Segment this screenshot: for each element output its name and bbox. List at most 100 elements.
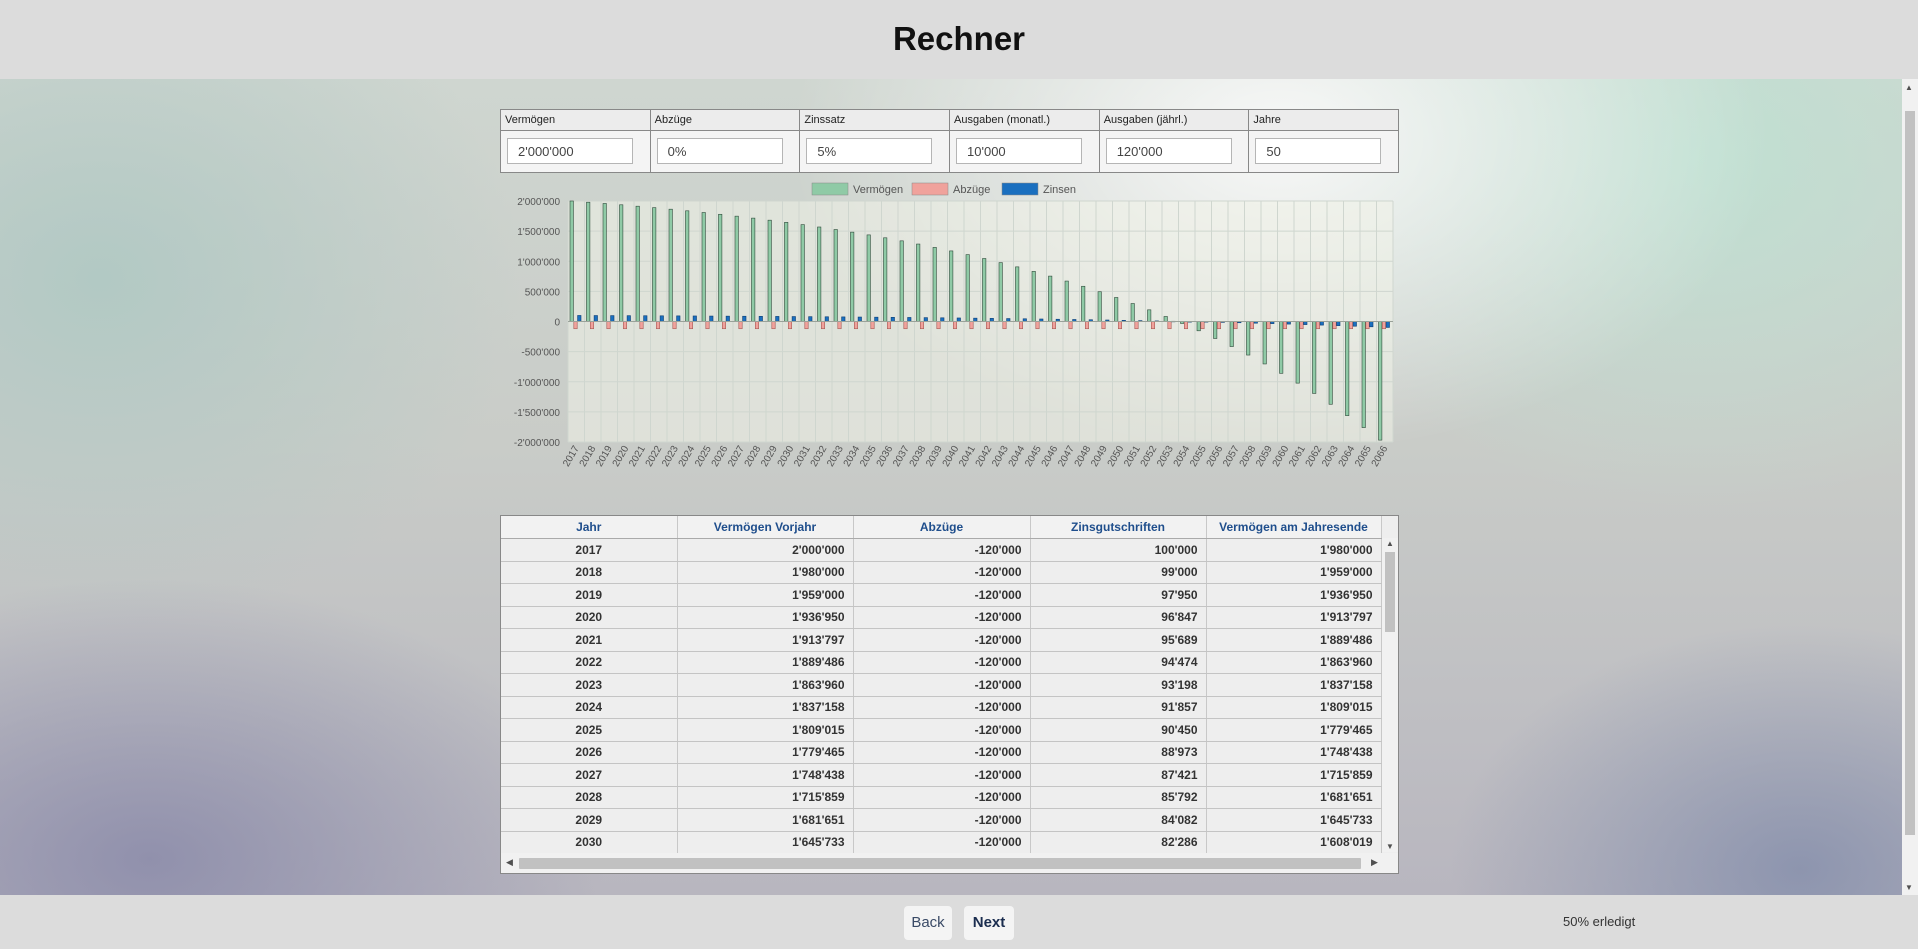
y-tick-label: 2'000'000	[517, 197, 560, 208]
bar-vermoegen	[899, 240, 904, 322]
bar-abzuege	[804, 321, 809, 330]
table-hscrollbar-thumb[interactable]	[519, 858, 1361, 869]
table-row[interactable]: 2025 1'809'015 -120'000 90'450 1'779'465	[501, 718, 1382, 742]
field-ausgaben-jaehrl: Ausgaben (jährl.)	[1099, 110, 1250, 172]
table-row[interactable]: 2028 1'715'859 -120'000 85'792 1'681'651	[501, 786, 1382, 809]
column-header[interactable]: Abzüge	[853, 516, 1031, 539]
bar-abzuege	[1233, 321, 1238, 330]
bar-zinsen	[1385, 321, 1390, 328]
bar-vermoegen	[1229, 321, 1234, 347]
bar-abzuege	[1183, 321, 1188, 330]
progress-text: 50% erledigt	[1563, 914, 1636, 929]
table-scroll-left-icon[interactable]: ◀	[506, 857, 513, 867]
bar-zinsen	[1369, 321, 1374, 328]
bar-abzuege	[1249, 321, 1254, 330]
table-cell: 1'681'651	[677, 808, 854, 832]
bar-zinsen	[1319, 321, 1324, 326]
bar-vermoegen	[668, 208, 673, 322]
bar-vermoegen	[1213, 321, 1218, 339]
table-cell: 1'645'733	[1206, 808, 1382, 832]
field-label: Zinssatz	[800, 110, 950, 131]
bar-zinsen	[1336, 321, 1341, 326]
table-cell: 1'779'465	[1206, 718, 1382, 742]
table-row[interactable]: 2029 1'681'651 -120'000 84'082 1'645'733	[501, 808, 1382, 832]
table-cell: 87'421	[1030, 763, 1207, 787]
field-ausgaben-monatl: Ausgaben (monatl.)	[950, 110, 1100, 172]
table-vertical-scrollbar[interactable]: ▲ ▼	[1382, 538, 1398, 852]
bar-vermoegen	[916, 243, 921, 322]
bar-abzuege	[771, 321, 776, 330]
bar-abzuege	[1381, 321, 1386, 330]
table-row[interactable]: 2022 1'889'486 -120'000 94'474 1'863'960	[501, 651, 1382, 674]
vermoegen-input[interactable]	[507, 138, 633, 164]
bar-abzuege	[820, 321, 825, 330]
bar-vermoegen	[1262, 321, 1267, 365]
table-scroll-right-icon[interactable]: ▶	[1371, 857, 1378, 867]
field-label: Jahre	[1249, 110, 1399, 131]
field-label: Abzüge	[650, 110, 800, 131]
page-scrollbar[interactable]: ▲ ▼	[1902, 79, 1918, 895]
column-header[interactable]: Vermögen am Jahresende	[1206, 516, 1382, 539]
table-cell: 1'863'960	[677, 673, 854, 697]
bar-vermoegen	[1163, 316, 1168, 322]
bar-zinsen	[659, 315, 664, 322]
abzuege-input[interactable]	[656, 138, 783, 164]
ausgaben-monatl-input[interactable]	[956, 138, 1083, 164]
table-row[interactable]: 2030 1'645'733 -120'000 82'286 1'608'019	[501, 831, 1382, 854]
bar-abzuege	[623, 321, 628, 330]
column-header[interactable]: Vermögen Vorjahr	[677, 516, 854, 539]
table-cell: -120'000	[853, 538, 1031, 562]
bar-vermoegen	[784, 222, 789, 322]
table-row[interactable]: 2026 1'779'465 -120'000 88'973 1'748'438	[501, 741, 1382, 764]
bar-vermoegen	[586, 201, 591, 322]
next-button[interactable]: Next	[964, 906, 1014, 940]
table-cell: 2020	[501, 606, 678, 629]
table-scroll-up-icon[interactable]: ▲	[1386, 539, 1394, 548]
table-cell: 90'450	[1030, 718, 1207, 742]
bar-zinsen	[791, 316, 796, 322]
bar-zinsen	[626, 315, 631, 322]
table-scroll-down-icon[interactable]: ▼	[1386, 842, 1394, 851]
table-header-row: Jahr Vermögen Vorjahr Abzüge Zinsgutschr…	[501, 516, 1382, 539]
table-row[interactable]: 2027 1'748'438 -120'000 87'421 1'715'859	[501, 763, 1382, 787]
bar-vermoegen	[998, 262, 1003, 322]
page-scrollbar-thumb[interactable]	[1905, 111, 1915, 835]
bar-zinsen	[841, 316, 846, 322]
bar-zinsen	[643, 315, 648, 322]
table-cell: 2025	[501, 718, 678, 742]
table-scrollbar-thumb[interactable]	[1385, 552, 1395, 632]
bar-abzuege	[853, 321, 858, 330]
scroll-down-arrow-icon[interactable]: ▼	[1905, 883, 1913, 892]
table-cell: 2'000'000	[677, 538, 854, 562]
table-row[interactable]: 2019 1'959'000 -120'000 97'950 1'936'950	[501, 583, 1382, 607]
scroll-up-arrow-icon[interactable]: ▲	[1905, 83, 1913, 92]
jahre-input[interactable]	[1255, 138, 1382, 164]
bar-vermoegen	[652, 207, 657, 322]
ausgaben-jaehrl-input[interactable]	[1105, 138, 1232, 164]
table-row[interactable]: 2017 2'000'000 -120'000 100'000 1'980'000	[501, 538, 1382, 562]
table-cell: 1'645'733	[677, 831, 854, 854]
table-horizontal-scrollbar[interactable]: ◀ ▶	[501, 853, 1398, 873]
table-row[interactable]: 2020 1'936'950 -120'000 96'847 1'913'797	[501, 606, 1382, 629]
back-button[interactable]: Back	[904, 906, 952, 940]
bar-vermoegen	[1114, 297, 1119, 322]
table-cell: 2018	[501, 561, 678, 584]
bar-abzuege	[1332, 321, 1337, 330]
bar-abzuege	[656, 321, 661, 330]
column-header[interactable]: Zinsgutschriften	[1030, 516, 1207, 539]
table-cell: -120'000	[853, 651, 1031, 674]
table-row[interactable]: 2021 1'913'797 -120'000 95'689 1'889'486	[501, 628, 1382, 652]
bar-vermoegen	[1279, 321, 1284, 374]
bar-abzuege	[952, 321, 957, 330]
column-header[interactable]: Jahr	[501, 516, 678, 539]
table-cell: 2027	[501, 763, 678, 787]
field-label: Ausgaben (monatl.)	[950, 110, 1099, 131]
bar-zinsen	[709, 315, 714, 322]
table-row[interactable]: 2018 1'980'000 -120'000 99'000 1'959'000	[501, 561, 1382, 584]
table-cell: -120'000	[853, 606, 1031, 629]
table-row[interactable]: 2024 1'837'158 -120'000 91'857 1'809'015	[501, 696, 1382, 719]
bar-vermoegen	[883, 237, 888, 322]
zinssatz-input[interactable]	[806, 138, 933, 164]
table-row[interactable]: 2023 1'863'960 -120'000 93'198 1'837'158	[501, 673, 1382, 697]
bar-vermoegen	[1196, 321, 1201, 332]
